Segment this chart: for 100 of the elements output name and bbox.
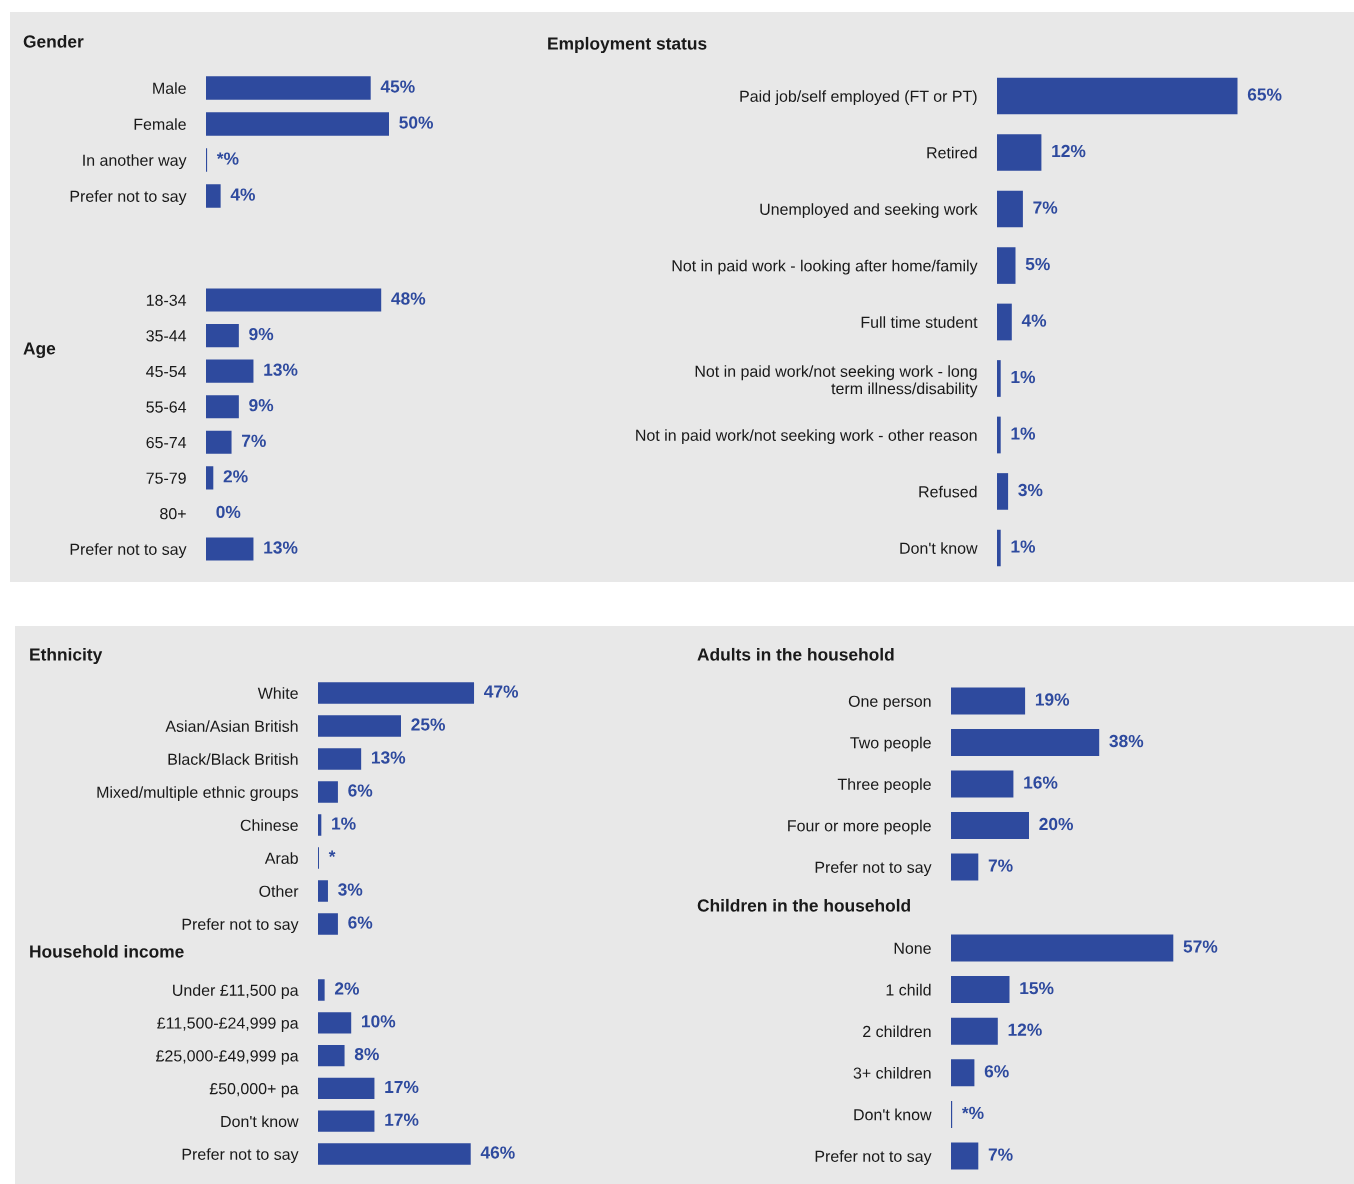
y-tick-label: 45-54 — [146, 365, 187, 378]
bar — [997, 416, 1001, 454]
y-tick-label: Black/Black British — [168, 753, 298, 765]
data-label: 1% — [1011, 370, 1036, 384]
data-label: 15% — [1020, 982, 1054, 995]
y-tick-label: Three people — [837, 778, 931, 794]
bar — [318, 814, 322, 836]
y-tick-label: 1 child — [886, 983, 931, 996]
bar — [318, 1077, 375, 1100]
bar — [318, 682, 475, 704]
data-label: *% — [961, 1106, 984, 1120]
bar — [997, 360, 1001, 397]
bar — [951, 1017, 998, 1045]
data-label: 16% — [1024, 776, 1058, 789]
y-tick-label: Under £11,500 pa — [173, 984, 299, 1000]
data-label: 3% — [338, 883, 363, 896]
data-label: 10% — [362, 1015, 396, 1028]
bar — [951, 976, 1010, 1004]
y-tick-label: Prefer not to say — [182, 1148, 299, 1164]
y-tick-label: Prefer not to say — [70, 190, 187, 206]
y-tick-label: £50,000+ pa — [209, 1083, 299, 1098]
bar — [951, 1059, 975, 1087]
data-label: 17% — [385, 1080, 419, 1094]
bar — [318, 1012, 352, 1034]
bar — [318, 1044, 345, 1067]
bar — [318, 979, 325, 1001]
y-tick-label: Not in paid work - looking after home/family — [672, 259, 978, 275]
data-label: 13% — [371, 751, 406, 764]
data-label: 4% — [230, 188, 255, 201]
data-label: 1% — [332, 817, 356, 830]
bar — [997, 303, 1012, 341]
y-tick-label: 18-34 — [146, 294, 187, 306]
data-label: 4% — [1021, 314, 1047, 327]
data-label: 7% — [988, 859, 1013, 872]
data-label: 2% — [223, 470, 248, 483]
data-label: 7% — [242, 434, 266, 447]
data-label: 13% — [264, 541, 298, 554]
y-tick-label: Other — [259, 885, 299, 897]
bar — [997, 134, 1042, 171]
bar — [206, 430, 232, 454]
data-label: 2% — [334, 982, 359, 995]
bar — [951, 934, 1174, 962]
y-tick-label: 80+ — [160, 508, 186, 520]
bar — [206, 395, 239, 419]
data-label: 1% — [1011, 427, 1036, 440]
y-tick-label: Mixed/multiple ethnic groups — [97, 786, 298, 802]
bar — [206, 359, 254, 383]
y-tick-label: Chinese — [240, 819, 298, 831]
text: Household income — [30, 944, 184, 958]
y-tick-label: Retired — [927, 146, 977, 159]
y-tick-label: 65-74 — [146, 436, 187, 449]
bar — [206, 288, 382, 312]
bar — [951, 853, 979, 881]
y-tick-label: Unemployed and seeking work — [760, 203, 978, 219]
y-tick-label: Prefer not to say — [815, 1150, 932, 1166]
data-label: 50% — [399, 116, 434, 129]
data-label: * — [328, 850, 336, 857]
data-label: 12% — [1052, 144, 1086, 158]
data-label: 38% — [1109, 734, 1144, 748]
y-tick-label: None — [894, 942, 931, 954]
bar — [318, 913, 338, 935]
bar — [206, 184, 221, 208]
bar — [206, 466, 214, 490]
y-tick-label: Two people — [850, 736, 931, 752]
y-tick-label: 35-44 — [146, 330, 187, 342]
y-tick-label: Four or more people — [788, 819, 931, 835]
text: Ethnicity — [30, 647, 103, 665]
data-label: 48% — [391, 292, 426, 305]
data-label: 19% — [1035, 693, 1070, 706]
data-label: 65% — [1247, 88, 1282, 101]
y-tick-label: £25,000-£49,999 pa — [156, 1050, 299, 1065]
bar — [951, 687, 1026, 715]
y-tick-label: Prefer not to say — [815, 861, 932, 877]
data-label: 7% — [988, 1148, 1013, 1161]
data-label: 1% — [1011, 540, 1036, 553]
y-tick-label: Full time student — [861, 316, 978, 328]
text: Children in the household — [697, 898, 910, 912]
data-label: 7% — [1033, 201, 1058, 214]
bar — [997, 473, 1009, 510]
data-label: 25% — [411, 718, 446, 731]
bar — [318, 880, 328, 902]
y-tick-label: Don't know — [221, 1115, 299, 1128]
y-tick-label: Refused — [919, 485, 977, 498]
y-tick-label: 75-79 — [146, 472, 186, 484]
data-label: *% — [216, 152, 239, 165]
y-tick-label: Don't know — [900, 542, 978, 554]
y-tick-label: White — [257, 687, 298, 699]
y-tick-label: Paid job/self employed (FT or PT) — [740, 90, 977, 106]
data-label: 6% — [348, 784, 373, 797]
y-tick-label: One person — [848, 695, 931, 711]
bar — [206, 324, 239, 348]
y-tick-label: Don't know — [854, 1108, 932, 1121]
y-tick-label: Male — [153, 82, 186, 94]
y-tick-label: Arab — [264, 852, 298, 864]
bar — [951, 812, 1029, 839]
data-label: 17% — [385, 1113, 419, 1126]
data-label: 57% — [1183, 940, 1218, 953]
data-label: 20% — [1039, 817, 1074, 831]
bar — [318, 781, 338, 803]
bar — [997, 77, 1238, 115]
